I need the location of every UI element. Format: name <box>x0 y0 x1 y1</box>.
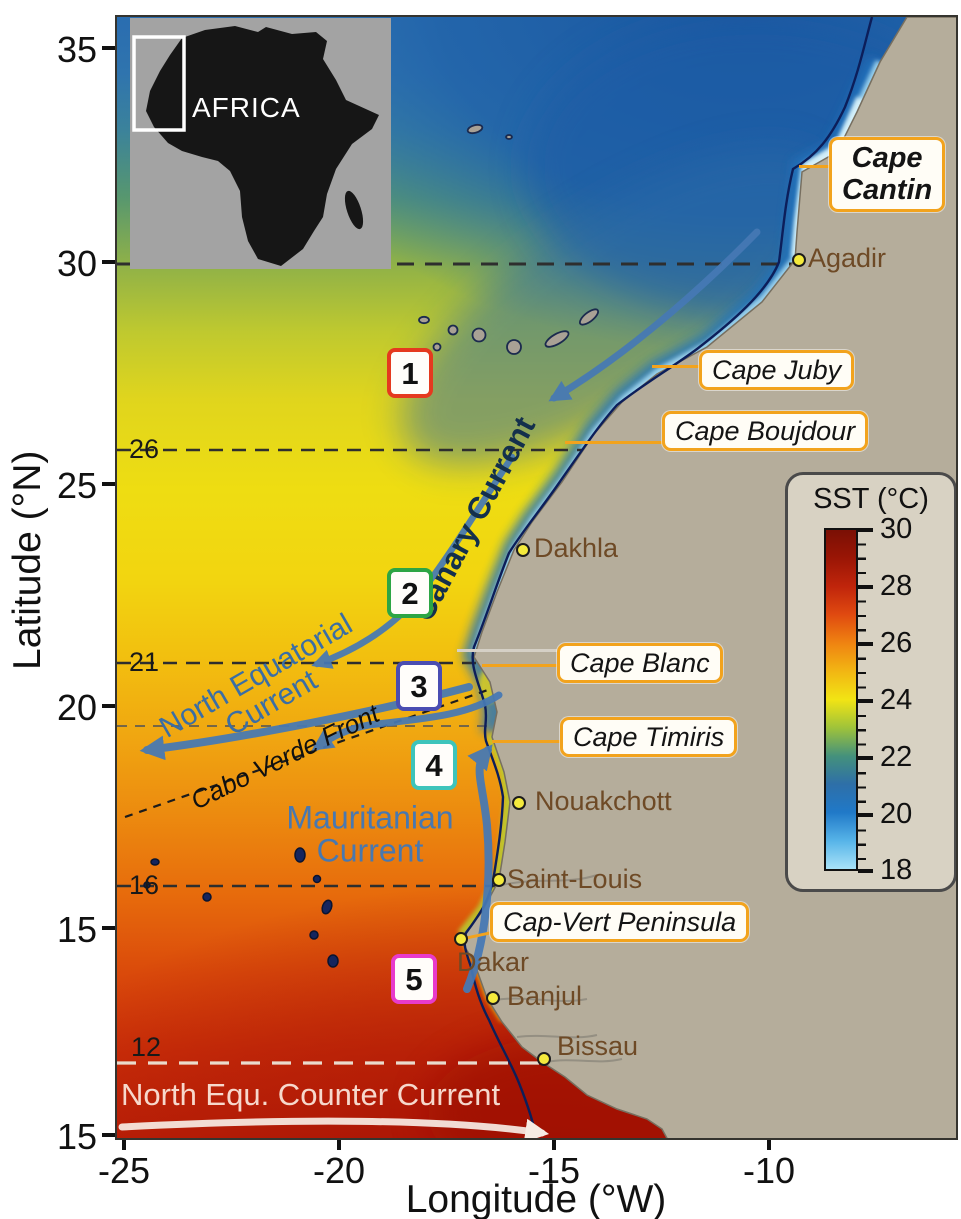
city-dot <box>792 253 806 267</box>
x-tickmark <box>122 1140 126 1150</box>
madagascar-silhouette <box>344 190 364 230</box>
connector-cape-boujdour <box>565 441 664 444</box>
cape-blanc-label: Cape Blanc <box>557 643 723 684</box>
study-region-outline <box>132 35 186 132</box>
zone-marker-5: 5 <box>391 954 437 1004</box>
cape-cantin-label: Cape Cantin <box>829 137 946 212</box>
cape-juby-label: Cape Juby <box>699 350 855 391</box>
label-necc: North Equ. Counter Current <box>121 1077 501 1112</box>
cape-verde-islands <box>143 847 339 968</box>
y-tickmark <box>102 704 115 708</box>
gridline-label-12: 12 <box>131 1032 162 1062</box>
y-tickmark <box>102 260 115 264</box>
y-tick-35: 35 <box>56 29 97 70</box>
city-dot <box>512 796 526 810</box>
cape-timiris-label: Cape Timiris <box>560 717 738 758</box>
x-axis-title: Longitude (°W) <box>405 1178 667 1219</box>
cap-vert-label: Cap-Vert Peninsula <box>490 902 750 943</box>
cape-boujdour-label: Cape Boujdour <box>662 411 869 452</box>
canary-current-arrow <box>548 228 761 402</box>
colorbar-tick-20: 20 <box>880 798 913 830</box>
gridline-label-16: 16 <box>129 870 160 900</box>
x-tickmark <box>552 1140 556 1150</box>
connector-cape-cantin <box>799 165 831 168</box>
africa-inset-map: AFRICA <box>130 18 391 269</box>
africa-silhouette <box>146 26 379 266</box>
x-tick-n25: -25 <box>97 1150 151 1191</box>
colorbar-tick-22: 22 <box>880 741 913 773</box>
colorbar-title: SST (°C) <box>813 483 929 515</box>
colorbar-tick-18: 18 <box>880 854 913 886</box>
x-tickmark <box>767 1140 771 1150</box>
necc-arrow <box>118 1117 550 1138</box>
madeira-islands <box>466 123 513 140</box>
y-tickmark <box>102 482 115 486</box>
zone-marker-4: 4 <box>411 740 457 790</box>
map-plot-area: AFRICA 26 21 16 12 Canary Current North … <box>115 15 958 1140</box>
cabo-verde-front-line <box>124 627 663 819</box>
inset-africa-label: AFRICA <box>192 92 301 123</box>
x-tick-n15: -15 <box>527 1150 581 1191</box>
zone-marker-2: 2 <box>387 568 433 618</box>
y-tick-25: 25 <box>56 465 97 506</box>
city-dot <box>492 873 506 887</box>
city-dot <box>516 543 530 557</box>
x-tick-n20: -20 <box>312 1150 366 1191</box>
x-tick-n10: -10 <box>742 1150 796 1191</box>
colorbar-tick-26: 26 <box>880 627 913 659</box>
city-dot <box>486 991 500 1005</box>
cape-timiris-branch-arrow <box>311 691 503 751</box>
gridline-label-21: 21 <box>129 647 160 677</box>
colorbar-tick-28: 28 <box>880 570 913 602</box>
y-tickmark <box>102 1133 115 1137</box>
y-tickmark <box>102 46 115 50</box>
label-mauritanian-current: Mauritanian Current <box>286 799 454 868</box>
zone-marker-3: 3 <box>396 661 442 711</box>
y-tick-bottom: 15 <box>56 1116 97 1157</box>
y-tick-30: 30 <box>56 243 97 284</box>
city-dot <box>537 1052 551 1066</box>
y-tick-20: 20 <box>56 687 97 728</box>
y-tickmark <box>102 926 115 930</box>
sst-colorbar: SST (°C) 30 28 26 24 22 20 18 <box>785 472 956 892</box>
city-dot <box>454 932 468 946</box>
zone-marker-1: 1 <box>387 348 433 398</box>
colorbar-gradient <box>824 528 858 871</box>
gridline-label-26: 26 <box>129 434 160 464</box>
rivers <box>494 874 623 1063</box>
colorbar-tick-30: 30 <box>880 513 913 545</box>
canary-islands <box>418 308 600 355</box>
colorbar-tick-24: 24 <box>880 684 913 716</box>
x-tickmark <box>337 1140 341 1150</box>
y-tick-15: 15 <box>56 909 97 950</box>
connector-cape-juby <box>652 365 701 368</box>
connector-cape-blanc <box>482 664 559 667</box>
connector-cape-blanc-gray <box>457 649 557 652</box>
connector-cape-timiris <box>492 740 562 743</box>
